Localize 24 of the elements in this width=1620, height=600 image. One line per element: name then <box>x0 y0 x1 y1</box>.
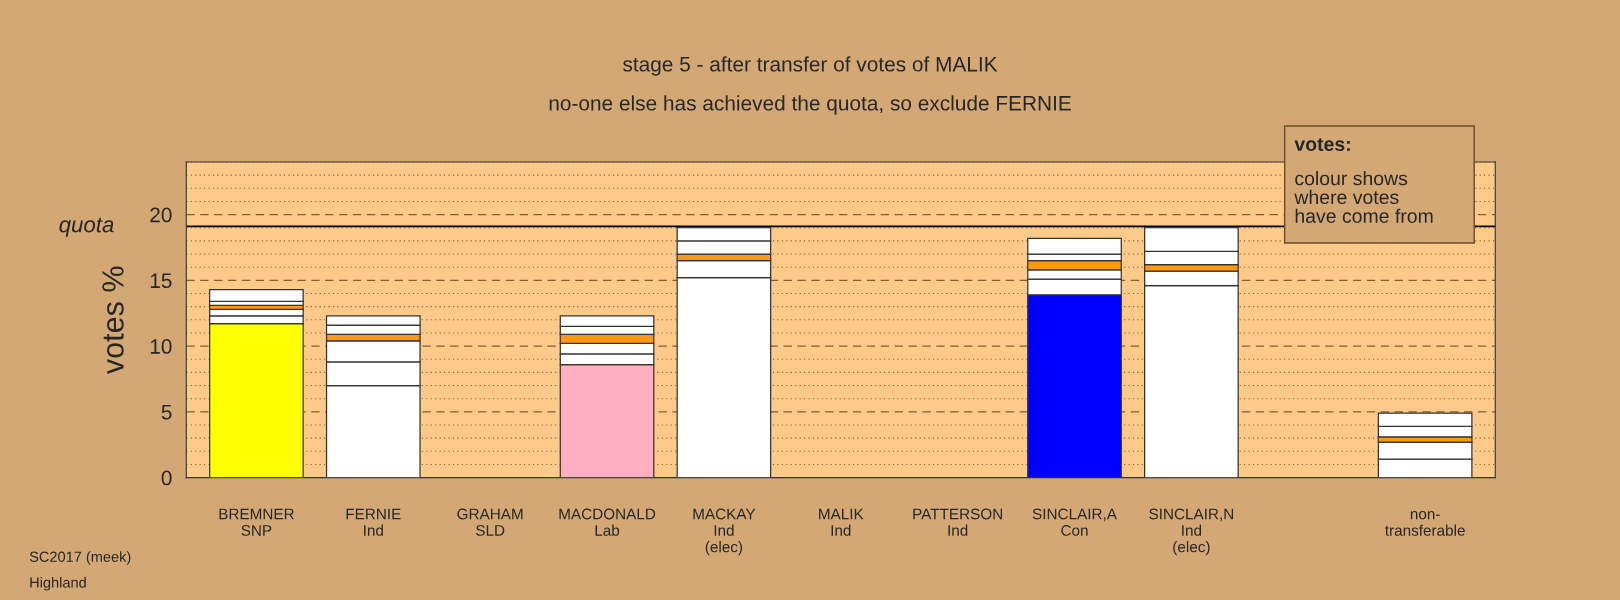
y-axis-title: votes % <box>102 266 124 375</box>
y-tick-label: 20 <box>150 207 172 223</box>
ref-line-label: quota <box>59 217 114 237</box>
y-tick-label: 15 <box>150 273 172 289</box>
text: votes: <box>1294 138 1350 152</box>
x-tick-label: SINCLAIR,A Con <box>1032 508 1117 536</box>
x-tick-label: MACKAY Ind (elec) <box>693 508 756 556</box>
x-tick-label: GRAHAM SLD <box>457 508 523 536</box>
x-tick-label: non- transferable <box>1385 511 1465 536</box>
bar <box>209 288 304 303</box>
y-tick-label: 0 <box>161 470 172 486</box>
chart-subtitle: no-one else has achieved the quota, so exclude FERNIE <box>549 95 1071 115</box>
annotation: colour shows where votes have come from <box>1294 171 1433 223</box>
text: Highland <box>30 577 86 591</box>
x-tick-label: SINCLAIR,N Ind (elec) <box>1149 508 1234 556</box>
x-tick-label: MALIK Ind <box>819 508 864 536</box>
x-tick-label: FERNIE Ind <box>346 508 401 536</box>
text: SC2017 (meek) <box>29 551 131 565</box>
y-tick-label: 10 <box>150 339 172 354</box>
y-tick-label: 5 <box>161 405 172 420</box>
x-tick-label: MACDONALD Lab <box>559 508 656 536</box>
x-tick-label: PATTERSON Ind <box>913 508 1002 536</box>
x-tick-label: BREMNER SNP <box>219 508 294 536</box>
chart-title: stage 5 - after transfer of votes of MALIK <box>623 56 998 76</box>
